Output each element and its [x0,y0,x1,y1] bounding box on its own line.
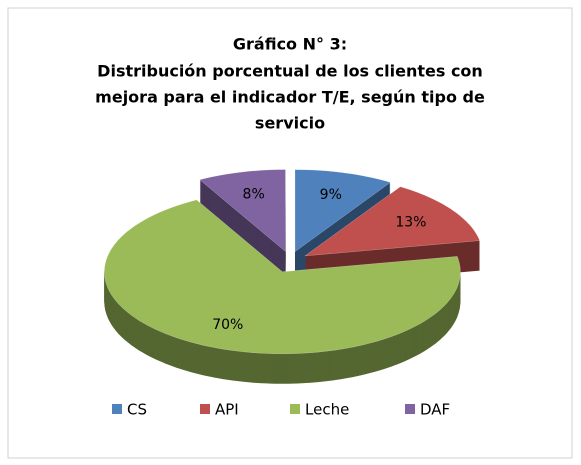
legend-swatch [200,404,210,414]
legend-label: API [215,401,239,419]
legend-label: Leche [305,401,349,419]
chart-title: Gráfico N° 3: [233,35,347,54]
legend-swatch [290,404,300,414]
data-label: 9% [320,187,342,203]
data-label: 8% [243,186,265,202]
chart-subtitle: Distribución porcentual de los clientes … [97,62,483,81]
chart-subtitle: servicio [255,114,325,133]
legend-swatch [112,404,122,414]
legend-label: CS [127,401,147,419]
data-label: 70% [212,317,243,333]
chart-subtitle: mejora para el indicador T/E, según tipo… [95,88,485,107]
slice [294,169,391,253]
slice [199,169,286,253]
legend-swatch [405,404,415,414]
data-label: 13% [395,215,426,231]
slice [104,199,461,355]
slice [304,186,481,257]
legend-label: DAF [420,401,450,419]
